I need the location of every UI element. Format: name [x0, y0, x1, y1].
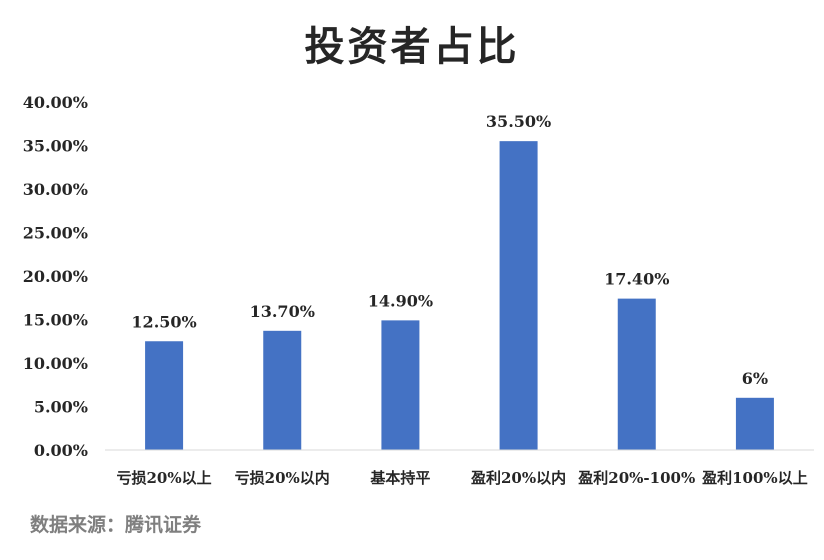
- data-labels: 12.50% 13.70% 14.90% 35.50% 17.40% 6%: [131, 112, 768, 388]
- bar-series: [145, 141, 774, 450]
- bar: [617, 298, 656, 450]
- x-tick-label: 基本持平: [369, 469, 430, 487]
- x-axis: 亏损20%以上 亏损20%以内 基本持平 盈利20%以内 盈利20%-100% 盈利100…: [105, 449, 814, 487]
- y-tick-label: 40.00%: [23, 93, 88, 112]
- x-tick-label: 盈利20%以内: [470, 469, 566, 487]
- data-label: 12.50%: [131, 312, 196, 331]
- x-tick-label: 亏损20%以上: [117, 469, 212, 487]
- data-label: 14.90%: [368, 291, 433, 310]
- y-tick-label: 30.00%: [23, 180, 88, 199]
- y-axis: 0.00% 5.00% 10.00% 15.00% 20.00% 25.00% 30.00%…: [23, 93, 88, 460]
- chart-title: 投资者占比: [304, 23, 520, 70]
- bar: [263, 330, 302, 450]
- y-tick-label: 25.00%: [23, 224, 88, 243]
- y-tick-label: 10.00%: [23, 354, 88, 373]
- data-label: 13.70%: [250, 302, 315, 321]
- y-tick-label: 5.00%: [34, 398, 88, 417]
- x-tick-label: 盈利20%-100%: [577, 469, 695, 487]
- x-tick-label: 盈利100%以上: [701, 469, 808, 487]
- y-tick-label: 35.00%: [23, 137, 88, 156]
- bar: [145, 341, 184, 450]
- data-label: 6%: [742, 369, 768, 388]
- y-tick-label: 20.00%: [23, 267, 88, 286]
- data-label: 17.40%: [604, 270, 669, 289]
- source-note: 数据来源：腾讯证券: [30, 514, 202, 536]
- data-label: 35.50%: [486, 112, 551, 131]
- bar: [735, 397, 774, 450]
- bar: [381, 320, 420, 450]
- y-tick-label: 0.00%: [34, 441, 88, 460]
- x-tick-label: 亏损20%以内: [235, 469, 330, 487]
- y-tick-label: 15.00%: [23, 311, 88, 330]
- bar: [499, 141, 538, 450]
